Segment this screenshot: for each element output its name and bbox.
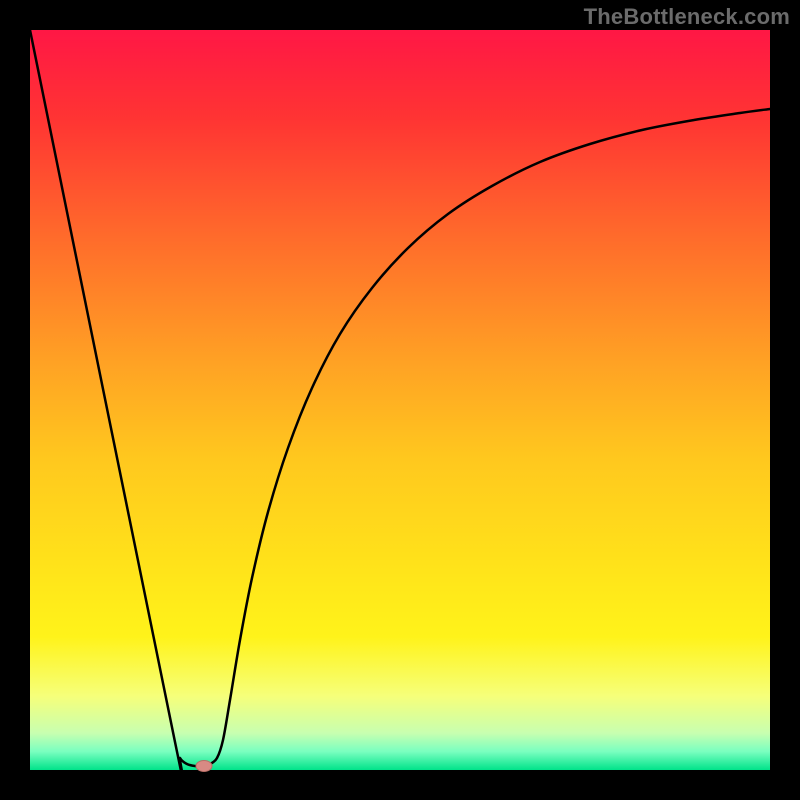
optimum-marker — [196, 761, 212, 772]
chart-stage: TheBottleneck.com — [0, 0, 800, 800]
chart-svg — [0, 0, 800, 800]
watermark-text: TheBottleneck.com — [584, 4, 790, 30]
plot-background — [30, 30, 770, 770]
